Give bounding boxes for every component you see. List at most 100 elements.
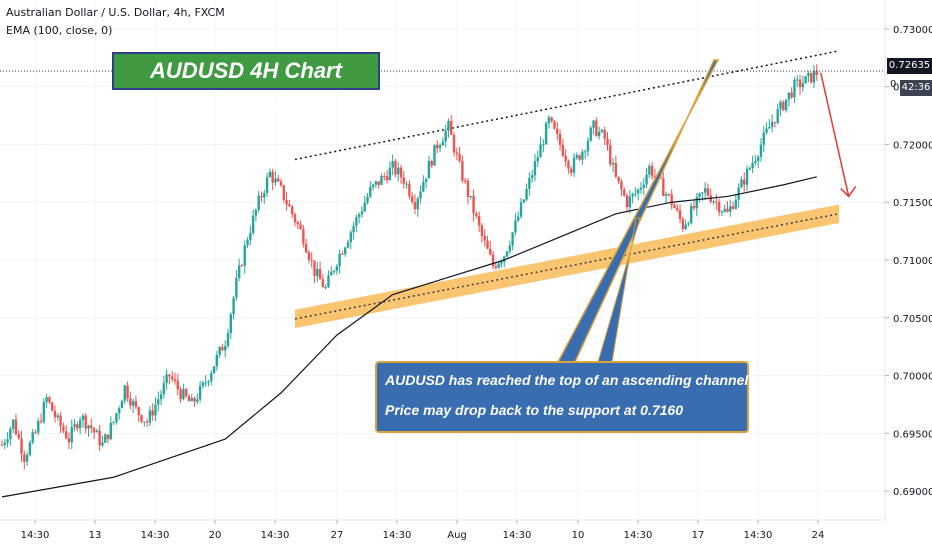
current-price-tag: 0.72635 bbox=[887, 58, 932, 74]
candle-body bbox=[539, 144, 542, 158]
candle-body bbox=[782, 101, 785, 110]
candle-body bbox=[39, 420, 43, 422]
candle-body bbox=[614, 163, 618, 177]
candle-body bbox=[673, 205, 676, 209]
candle-body bbox=[648, 165, 651, 175]
candle-body bbox=[64, 431, 68, 439]
candle-body bbox=[662, 178, 665, 196]
candle-body bbox=[330, 271, 333, 276]
candle-body bbox=[553, 121, 556, 129]
candle-body bbox=[422, 181, 425, 192]
candle-body bbox=[249, 232, 252, 240]
candle-body bbox=[784, 99, 788, 110]
candle-body bbox=[218, 346, 221, 355]
candle-body bbox=[729, 206, 732, 212]
candle-body bbox=[664, 193, 668, 196]
candle-body bbox=[154, 404, 157, 416]
candle-body bbox=[215, 354, 219, 367]
candle-body bbox=[171, 376, 174, 380]
candle-body bbox=[126, 385, 129, 399]
candle-body bbox=[302, 228, 305, 244]
candle-body bbox=[452, 134, 456, 153]
candle-body bbox=[807, 72, 810, 77]
candle-body bbox=[296, 222, 299, 225]
channel-layer bbox=[294, 50, 840, 329]
candle-body bbox=[698, 193, 701, 197]
candle-body bbox=[703, 188, 707, 193]
candle-body bbox=[709, 195, 712, 202]
candle-body bbox=[173, 379, 177, 381]
candle-body bbox=[179, 389, 182, 400]
x-tick-label: 20 bbox=[209, 530, 222, 541]
candle-body bbox=[226, 332, 230, 347]
candle-body bbox=[756, 156, 760, 161]
candle-body bbox=[321, 279, 325, 288]
candle-body bbox=[625, 195, 629, 208]
candle-body bbox=[366, 196, 369, 203]
candle-body bbox=[277, 178, 280, 182]
candle-body bbox=[23, 454, 26, 462]
candle-body bbox=[600, 129, 604, 132]
candle-body bbox=[743, 179, 746, 185]
candle-body bbox=[371, 184, 375, 187]
candle-body bbox=[461, 161, 464, 181]
candle-body bbox=[229, 314, 233, 333]
candle-body bbox=[17, 434, 20, 439]
candle-body bbox=[70, 426, 73, 443]
candle-body bbox=[310, 259, 313, 261]
x-tick-label: 14:30 bbox=[141, 530, 170, 541]
ema-indicator-label[interactable]: EMA (100, close, 0) bbox=[6, 24, 113, 37]
candle-body bbox=[609, 145, 612, 165]
candle-body bbox=[90, 425, 93, 429]
candle-body bbox=[176, 380, 179, 390]
candle-body bbox=[436, 144, 439, 149]
candle-body bbox=[770, 121, 774, 127]
candle-body bbox=[363, 202, 366, 212]
candle-body bbox=[237, 265, 241, 278]
candle-body bbox=[282, 185, 286, 200]
candle-body bbox=[131, 401, 135, 406]
candle-body bbox=[623, 189, 626, 196]
candle-body bbox=[491, 254, 495, 267]
candle-body bbox=[87, 425, 90, 429]
candle-body bbox=[583, 151, 587, 153]
bar-countdown-tag: 42:36 bbox=[900, 80, 932, 96]
candle-body bbox=[316, 269, 319, 277]
candle-body bbox=[564, 155, 567, 162]
support-zone-band bbox=[294, 204, 840, 329]
candle-body bbox=[628, 196, 632, 208]
candle-body bbox=[458, 153, 461, 162]
candle-body bbox=[207, 381, 210, 383]
candle-body bbox=[182, 388, 185, 400]
candle-body bbox=[140, 415, 143, 422]
candle-body bbox=[221, 346, 224, 351]
analysis-callout: AUDUSD has reached the top of an ascendi… bbox=[375, 361, 752, 433]
candle-body bbox=[129, 398, 132, 406]
candle-body bbox=[101, 442, 104, 446]
candle-body bbox=[56, 415, 60, 418]
candle-body bbox=[338, 253, 341, 267]
candle-body bbox=[508, 245, 512, 252]
candle-body bbox=[444, 130, 447, 142]
candle-body bbox=[109, 422, 113, 440]
candle-body bbox=[424, 178, 428, 182]
candle-body bbox=[544, 123, 548, 145]
y-tick-label: 0.70500 bbox=[893, 314, 932, 325]
candle-body bbox=[235, 277, 238, 298]
candle-body bbox=[542, 144, 545, 146]
candle-body bbox=[477, 215, 481, 226]
candle-body bbox=[204, 382, 207, 384]
candle-body bbox=[556, 128, 559, 134]
candle-body bbox=[0, 444, 4, 446]
y-tick-label: 0.73000 bbox=[893, 25, 932, 36]
y-tick-label: 0.70000 bbox=[893, 372, 932, 383]
x-tick-label: 14:30 bbox=[624, 530, 653, 541]
time-axis[interactable]: 14:30 13 14:30 20 14:30 27 14:30 Aug 14:30 10 14:3… bbox=[21, 520, 825, 541]
candle-body bbox=[681, 218, 685, 230]
candle-body bbox=[123, 385, 126, 401]
candle-body bbox=[642, 184, 645, 188]
candle-body bbox=[92, 428, 96, 433]
x-tick-label: 17 bbox=[692, 530, 705, 541]
candle-body bbox=[762, 132, 765, 145]
